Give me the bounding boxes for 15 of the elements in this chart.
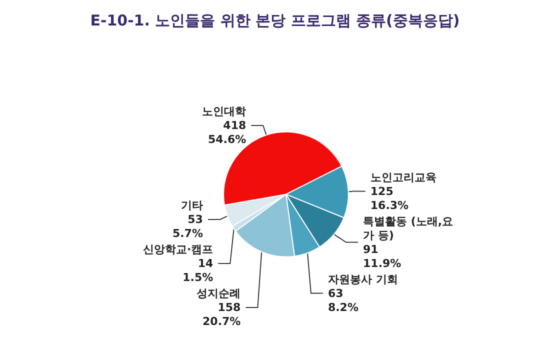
data-label: 63 8.2%	[328, 286, 358, 314]
data-label: 53 5.7%	[172, 213, 203, 240]
slice-label: 자원봉사 기회	[328, 272, 398, 286]
data-label: 418 54.6%	[208, 119, 246, 146]
data-label: 158 20.7%	[202, 301, 241, 328]
slice-label: 기타	[180, 199, 203, 212]
slice-label: 신앙학교·캠프	[142, 243, 214, 256]
slice-label: 성지순례	[196, 287, 241, 300]
data-label: 14 1.5%	[182, 257, 214, 284]
slice-label: 노인고리교육	[370, 170, 436, 184]
slice-label: 노인대학	[202, 105, 246, 118]
data-label: 125 16.3%	[370, 184, 409, 212]
data-label: 91 11.9%	[363, 242, 402, 270]
chart-title: E-10-1. 노인들을 위한 본당 프로그램 종류(중복응답)	[90, 12, 460, 30]
slice-label: 특별활동 (노래,요가 등)	[363, 214, 454, 242]
